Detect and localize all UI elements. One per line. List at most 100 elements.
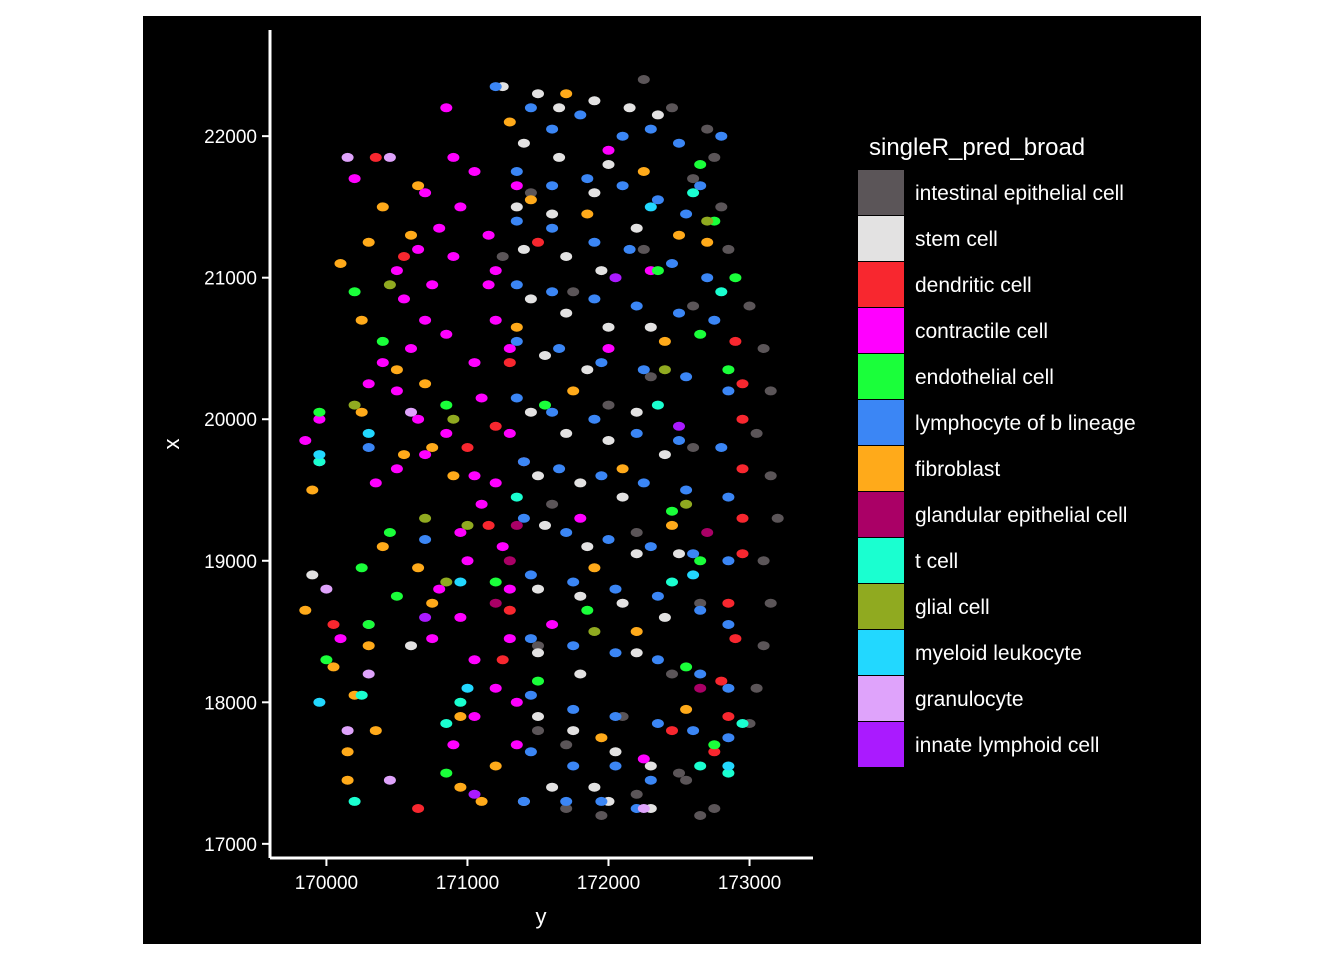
data-point [553, 464, 566, 474]
data-point [376, 336, 389, 346]
data-point [567, 287, 580, 297]
legend-item: t cell [858, 538, 958, 583]
data-point [560, 89, 573, 99]
data-point [588, 627, 601, 636]
data-point [694, 556, 707, 566]
data-point [708, 315, 721, 325]
data-point [390, 591, 403, 601]
data-point [433, 223, 446, 233]
data-point [440, 768, 453, 778]
data-point [644, 202, 657, 212]
series-dendritic-cell [327, 152, 749, 813]
data-point [574, 110, 587, 120]
data-point [489, 478, 502, 488]
data-point [553, 103, 566, 113]
data-point [560, 308, 573, 318]
data-point [383, 775, 396, 785]
data-point [475, 796, 488, 806]
data-point [468, 471, 481, 481]
data-point [680, 662, 693, 672]
data-point [398, 294, 410, 304]
data-point [327, 620, 340, 629]
data-point [419, 379, 432, 389]
data-point [320, 655, 333, 665]
data-point [532, 712, 544, 721]
data-point [567, 577, 580, 587]
data-point [475, 499, 488, 509]
data-point [327, 662, 340, 672]
data-point [419, 612, 432, 622]
data-point [447, 414, 460, 424]
data-point [553, 152, 566, 162]
data-point [503, 605, 516, 615]
data-point [390, 386, 403, 396]
data-point [454, 712, 467, 721]
data-point [503, 428, 516, 438]
data-point [567, 761, 580, 771]
data-point [588, 96, 601, 106]
data-point [341, 152, 354, 162]
x-axis-title: y [536, 904, 547, 929]
y-tick-label: 17000 [204, 835, 257, 856]
data-point [694, 683, 707, 693]
legend-item: granulocyte [858, 676, 1024, 721]
data-point [461, 683, 474, 693]
series-innate-lymphoid-cell [419, 273, 685, 799]
data-point [468, 712, 481, 721]
data-point [666, 259, 678, 268]
data-point [764, 386, 777, 396]
data-point [560, 428, 573, 438]
data-point [348, 796, 361, 806]
data-point [694, 329, 707, 339]
data-point [722, 733, 735, 743]
data-point [567, 641, 580, 651]
data-point [694, 811, 707, 820]
legend-item: endothelial cell [858, 354, 1054, 399]
legend-title: singleR_pred_broad [869, 134, 1085, 161]
data-point [440, 400, 453, 410]
data-point [419, 188, 432, 198]
data-point [616, 492, 629, 502]
data-point [708, 747, 721, 757]
data-point [412, 244, 425, 254]
data-point [510, 280, 523, 290]
data-point [383, 528, 396, 537]
data-point [503, 556, 516, 566]
x-tick-label: 172000 [577, 873, 640, 894]
data-point [666, 726, 678, 736]
data-point [609, 648, 622, 658]
data-point [426, 280, 439, 290]
data-point [708, 804, 721, 813]
data-point [468, 167, 481, 176]
data-point [362, 641, 375, 651]
plot-panel: 170000 171000 172000 173000 17000 18000 19000… [143, 16, 1201, 944]
data-point [348, 400, 361, 410]
data-point [637, 75, 650, 84]
data-point [666, 669, 678, 679]
series-fibroblast [299, 89, 714, 806]
legend-label: contractile cell [915, 320, 1048, 343]
data-point [510, 520, 523, 530]
data-point [637, 244, 650, 254]
data-point [750, 428, 763, 438]
data-point [503, 344, 516, 353]
data-point [412, 804, 425, 813]
data-point [447, 252, 460, 261]
data-point [461, 520, 474, 530]
legend-key [858, 216, 904, 261]
legend-key [858, 584, 904, 629]
data-point [355, 563, 368, 573]
data-point [362, 669, 375, 679]
data-point [320, 584, 333, 594]
data-point [553, 344, 566, 353]
data-point [524, 407, 537, 417]
data-point [673, 549, 685, 559]
data-point [644, 761, 657, 771]
data-point [440, 103, 453, 113]
data-point [546, 407, 559, 417]
data-point [602, 322, 615, 332]
data-point [630, 428, 643, 438]
data-point [560, 796, 573, 806]
data-point [454, 782, 467, 792]
data-point [602, 344, 615, 353]
